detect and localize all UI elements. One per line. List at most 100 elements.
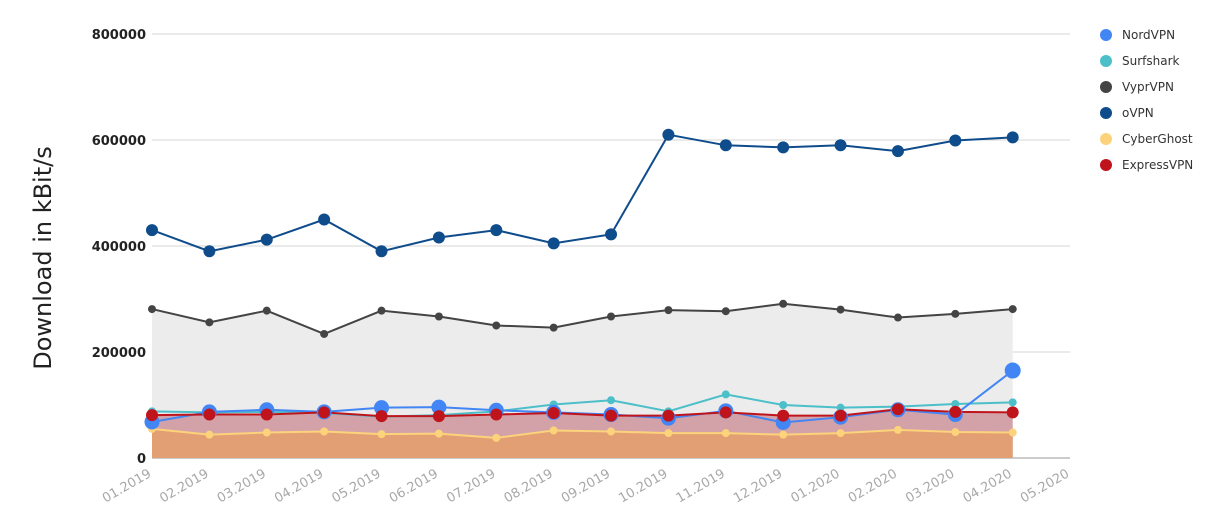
- point-expressvpn: [949, 405, 962, 418]
- point-nordvpn: [1004, 362, 1021, 379]
- y-tick-label: 200000: [92, 346, 146, 361]
- x-axis-ticks: 01.2019 02.2019 03.2019 04.2019 05.2019 06.20…: [100, 466, 1072, 506]
- x-tick-label: 02.2020: [846, 466, 900, 506]
- point-expressvpn: [146, 409, 158, 422]
- point-expressvpn: [719, 406, 732, 419]
- x-tick-label: 05.2019: [329, 466, 383, 506]
- point-vyprvpn: [779, 299, 788, 308]
- y-tick-label: 0: [137, 452, 146, 467]
- y-axis-ticks: 0 200000 400000 600000 800000: [92, 28, 146, 467]
- series-lines: [151, 133, 1014, 439]
- point-cyberghost: [377, 430, 386, 439]
- point-ovpn: [547, 237, 560, 250]
- point-ovpn: [146, 224, 158, 237]
- point-vyprvpn: [836, 305, 845, 314]
- point-expressvpn: [490, 408, 503, 421]
- point-surfshark: [721, 390, 730, 399]
- legend-label-vyprvpn: VyprVPN: [1122, 80, 1174, 94]
- point-cyberghost: [320, 427, 329, 436]
- point-expressvpn: [891, 403, 904, 416]
- line-surfshark: [151, 393, 1013, 418]
- x-tick-label: 02.2019: [157, 466, 211, 506]
- point-vyprvpn: [205, 318, 214, 327]
- point-surfshark: [1008, 398, 1017, 407]
- point-ovpn: [605, 228, 618, 241]
- point-vyprvpn: [664, 306, 673, 315]
- point-vyprvpn: [434, 312, 443, 321]
- point-vyprvpn: [721, 307, 730, 316]
- point-expressvpn: [1006, 406, 1019, 419]
- point-cyberghost: [1008, 428, 1017, 437]
- point-cyberghost: [721, 429, 730, 438]
- point-ovpn: [719, 139, 732, 152]
- point-vyprvpn: [320, 329, 329, 338]
- x-tick-label: 06.2019: [387, 466, 441, 506]
- point-vyprvpn: [549, 323, 558, 332]
- line-expressvpn: [151, 408, 1013, 418]
- line-vyprvpn: [151, 302, 1013, 336]
- x-tick-label: 08.2019: [502, 466, 556, 506]
- x-tick-label: 05.2020: [1018, 466, 1072, 506]
- point-expressvpn: [777, 409, 790, 422]
- legend-label-expressvpn: ExpressVPN: [1122, 158, 1193, 172]
- point-ovpn: [260, 233, 273, 246]
- x-tick-label: 12.2019: [731, 466, 785, 506]
- point-expressvpn: [203, 408, 216, 421]
- point-expressvpn: [662, 409, 675, 422]
- line-cyberghost: [151, 427, 1013, 439]
- point-cyberghost: [492, 433, 501, 442]
- point-cyberghost: [549, 426, 558, 435]
- y-tick-label: 800000: [92, 28, 146, 43]
- x-tick-label: 11.2019: [674, 466, 728, 506]
- legend-marker-ovpn: [1100, 107, 1112, 119]
- point-cyberghost: [951, 428, 960, 437]
- point-expressvpn: [318, 406, 331, 419]
- point-cyberghost: [262, 428, 271, 437]
- y-tick-label: 400000: [92, 240, 146, 255]
- point-surfshark: [779, 401, 788, 409]
- point-expressvpn: [432, 410, 445, 423]
- point-cyberghost: [836, 429, 845, 438]
- legend-marker-expressvpn: [1100, 159, 1112, 171]
- point-ovpn: [662, 128, 675, 141]
- point-cyberghost: [607, 427, 616, 436]
- point-vyprvpn: [951, 309, 960, 318]
- point-ovpn: [318, 213, 331, 226]
- point-ovpn: [375, 245, 388, 258]
- point-surfshark: [607, 396, 616, 405]
- x-tick-label: 01.2020: [788, 466, 842, 506]
- point-ovpn: [1006, 131, 1019, 144]
- y-tick-label: 600000: [92, 134, 146, 149]
- legend-marker-cyberghost: [1100, 133, 1112, 145]
- x-tick-label: 03.2020: [903, 466, 957, 506]
- x-tick-label: 07.2019: [444, 466, 498, 506]
- point-surfshark: [836, 403, 845, 412]
- point-vyprvpn: [377, 306, 386, 315]
- legend-label-surfshark: Surfshark: [1122, 54, 1180, 68]
- point-expressvpn: [834, 409, 847, 422]
- y-axis-label: Download in kBit/s: [29, 146, 57, 369]
- point-cyberghost: [434, 429, 443, 438]
- legend-label-cyberghost: CyberGhost: [1122, 132, 1193, 146]
- point-vyprvpn: [1008, 305, 1017, 314]
- point-surfshark: [951, 399, 960, 408]
- point-cyberghost: [893, 425, 902, 434]
- area-cyberghost: [152, 428, 1013, 458]
- legend-marker-vyprvpn: [1100, 81, 1112, 93]
- point-nordvpn: [374, 400, 390, 416]
- point-ovpn: [834, 139, 847, 152]
- line-ovpn: [151, 133, 1013, 253]
- point-vyprvpn: [893, 313, 902, 322]
- x-tick-label: 01.2019: [100, 466, 154, 506]
- point-nordvpn: [431, 399, 447, 415]
- point-ovpn: [203, 245, 216, 258]
- point-vyprvpn: [262, 306, 271, 315]
- x-tick-label: 10.2019: [616, 466, 670, 506]
- point-vyprvpn: [492, 321, 501, 330]
- point-vyprvpn: [148, 305, 156, 314]
- point-ovpn: [432, 231, 445, 244]
- point-expressvpn: [260, 408, 273, 421]
- legend: NordVPN Surfshark VyprVPN oVPN CyberGhost Exp…: [1100, 28, 1193, 172]
- legend-marker-surfshark: [1100, 55, 1112, 67]
